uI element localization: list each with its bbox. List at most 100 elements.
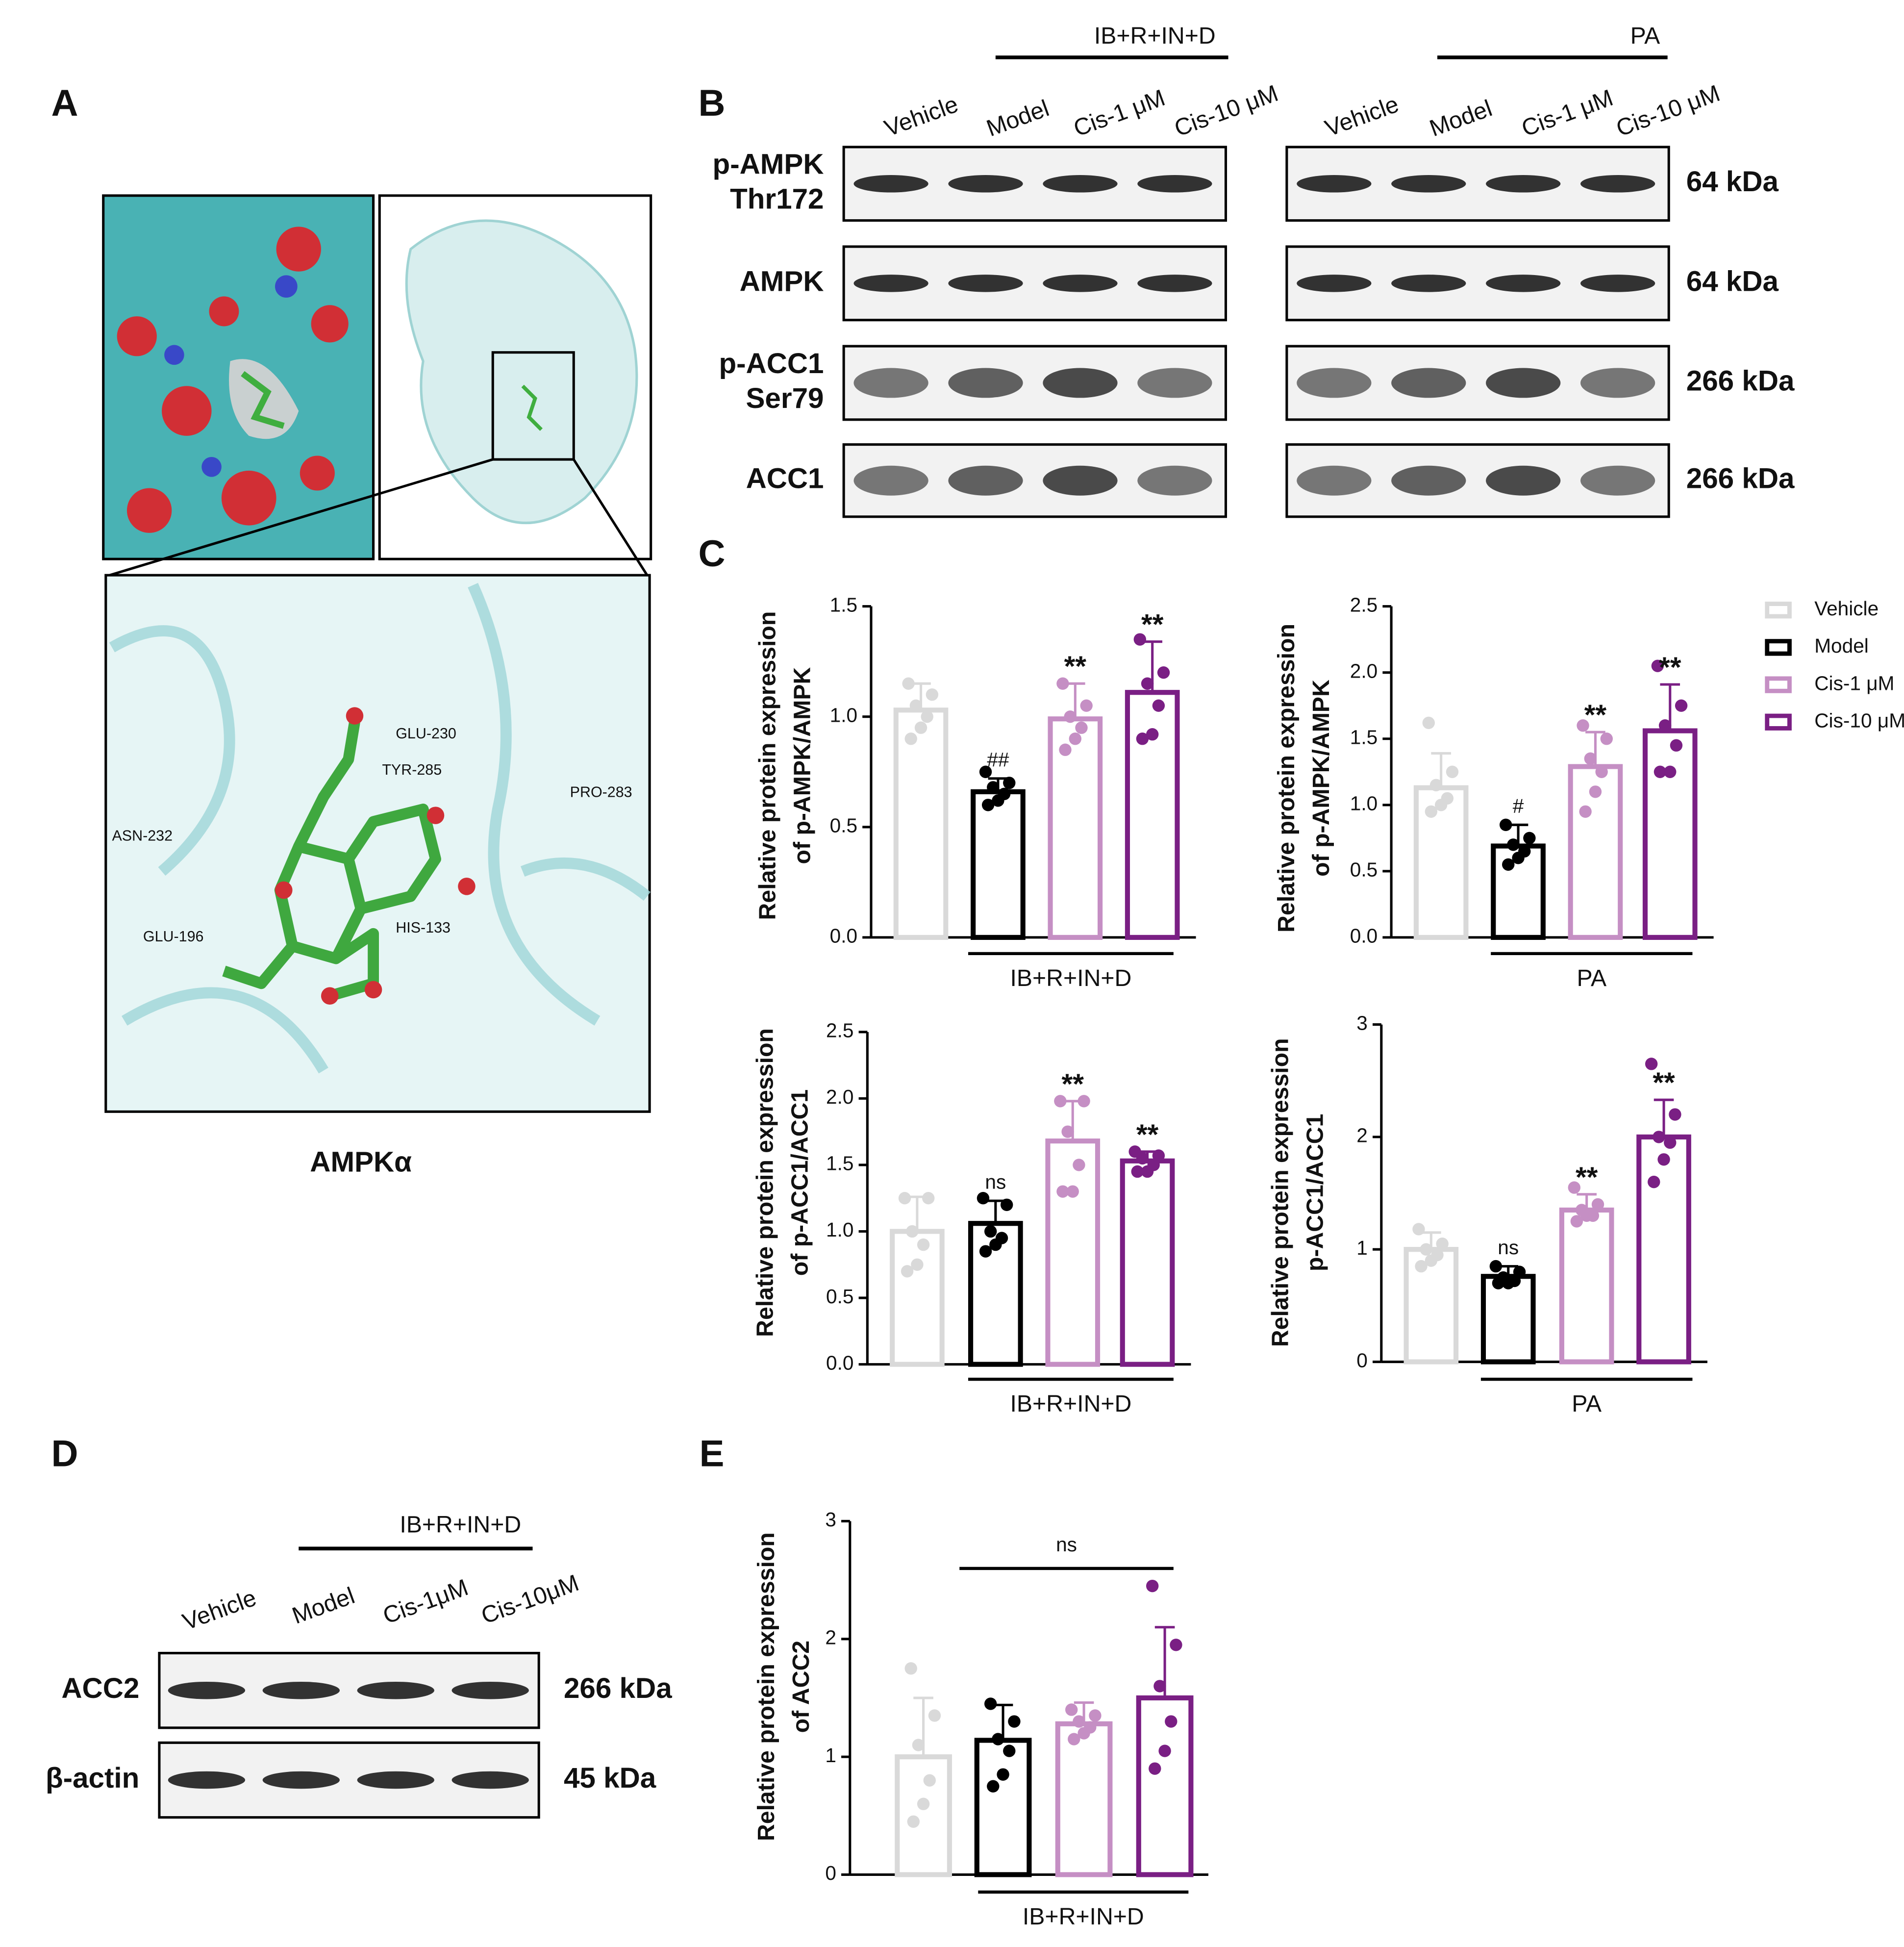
group-label: IB+R+IN+D xyxy=(1094,23,1216,49)
data-point xyxy=(1075,721,1088,734)
y-tick-label: 2 xyxy=(1356,1124,1368,1147)
data-point xyxy=(917,1238,930,1251)
data-point xyxy=(977,1192,990,1205)
bar xyxy=(1559,1207,1614,1365)
band xyxy=(1137,465,1212,496)
data-point xyxy=(1064,710,1077,723)
data-point xyxy=(1507,838,1520,851)
residue-label: HIS-133 xyxy=(396,919,451,936)
data-point xyxy=(1579,805,1592,818)
band xyxy=(1391,368,1466,398)
band xyxy=(948,368,1023,398)
y-axis-label: of p-AMPK/AMPK xyxy=(1308,680,1334,877)
data-point xyxy=(1073,1715,1085,1728)
significance-label: ** xyxy=(1064,651,1087,683)
bar xyxy=(895,1754,952,1877)
data-point xyxy=(922,1192,935,1205)
y-tick-label: 2.0 xyxy=(1350,659,1378,682)
band xyxy=(1297,275,1372,292)
data-point xyxy=(997,1768,1009,1781)
data-point xyxy=(1595,765,1608,778)
data-point xyxy=(1069,733,1082,745)
data-point xyxy=(1153,1680,1166,1693)
lane-label: Cis-10μM xyxy=(478,1569,582,1629)
data-point xyxy=(1436,1238,1449,1250)
data-point xyxy=(1670,739,1683,752)
lane-label: Cis-1μM xyxy=(379,1574,472,1629)
data-point xyxy=(1434,799,1448,811)
bar xyxy=(890,1229,945,1367)
data-point xyxy=(917,1797,930,1810)
panel-label: A xyxy=(51,82,78,124)
group-label: PA xyxy=(1572,1391,1602,1417)
data-point xyxy=(1489,1260,1503,1273)
bar xyxy=(1120,1158,1175,1367)
bar xyxy=(971,789,1026,940)
band xyxy=(357,1681,434,1699)
band xyxy=(1580,175,1655,193)
size-label: 64 kDa xyxy=(1686,166,1779,198)
data-point xyxy=(1066,1185,1079,1198)
bar xyxy=(1403,1247,1459,1365)
significance-label: ## xyxy=(987,748,1009,771)
band xyxy=(1580,275,1655,292)
band xyxy=(1043,175,1118,193)
data-point xyxy=(1056,1185,1069,1198)
group-label: PA xyxy=(1630,23,1661,49)
data-point xyxy=(1653,1131,1665,1143)
data-point xyxy=(979,1245,992,1258)
data-point xyxy=(1645,1058,1658,1070)
data-point xyxy=(902,677,915,690)
band xyxy=(262,1771,340,1789)
data-point xyxy=(979,765,992,778)
data-point xyxy=(1158,1745,1171,1757)
lane-label: Cis-1 μM xyxy=(1518,84,1617,142)
y-tick-label: 3 xyxy=(825,1508,836,1531)
error-bar xyxy=(1653,1098,1674,1137)
data-point xyxy=(1648,1175,1660,1188)
lane-label: Cis-10 μM xyxy=(1171,80,1282,142)
y-axis-label: Relative protein expression xyxy=(752,1028,778,1337)
surface-patches-blue xyxy=(164,275,298,477)
y-axis-label: Relative protein expression xyxy=(754,611,781,920)
data-point xyxy=(1425,805,1438,818)
data-point xyxy=(1149,1762,1161,1775)
data-point xyxy=(928,1709,941,1722)
legend-swatch xyxy=(1765,676,1792,693)
data-point xyxy=(1077,1727,1090,1740)
significance-label: ** xyxy=(1136,1119,1159,1151)
y-tick-label: 1.5 xyxy=(826,1152,853,1175)
panel-label: C xyxy=(699,533,726,575)
ligand-oxygens xyxy=(275,707,476,1005)
significance-label: ** xyxy=(1584,699,1607,731)
data-point xyxy=(1089,1709,1102,1722)
data-point xyxy=(1523,832,1536,844)
bar xyxy=(1048,716,1103,940)
band xyxy=(1486,275,1561,292)
band xyxy=(853,368,928,398)
data-point xyxy=(923,1774,936,1787)
lane-label: Vehicle xyxy=(1322,91,1403,142)
y-tick-label: 0.5 xyxy=(1350,859,1378,881)
data-point xyxy=(904,1662,917,1675)
row-label: ACC2 xyxy=(61,1672,139,1704)
data-point xyxy=(1133,633,1147,646)
data-point xyxy=(912,1739,925,1751)
data-point xyxy=(1073,1159,1085,1171)
panel-label: E xyxy=(700,1433,725,1475)
data-point xyxy=(1003,777,1016,789)
band xyxy=(1391,465,1466,496)
group-label: IB+R+IN+D xyxy=(1023,1903,1144,1930)
data-point xyxy=(1492,1277,1505,1290)
group-label: IB+R+IN+D xyxy=(1010,1391,1131,1417)
residue-label: GLU-196 xyxy=(143,928,204,945)
data-point xyxy=(1003,1745,1016,1757)
y-tick-label: 2 xyxy=(825,1626,836,1649)
row-label: Thr172 xyxy=(730,183,824,215)
y-tick-label: 2.0 xyxy=(826,1086,853,1108)
data-point xyxy=(984,1697,997,1710)
data-point xyxy=(1422,716,1435,730)
significance-label: ns xyxy=(1498,1236,1519,1259)
docking-images xyxy=(102,194,652,1113)
data-point xyxy=(1065,1703,1078,1716)
